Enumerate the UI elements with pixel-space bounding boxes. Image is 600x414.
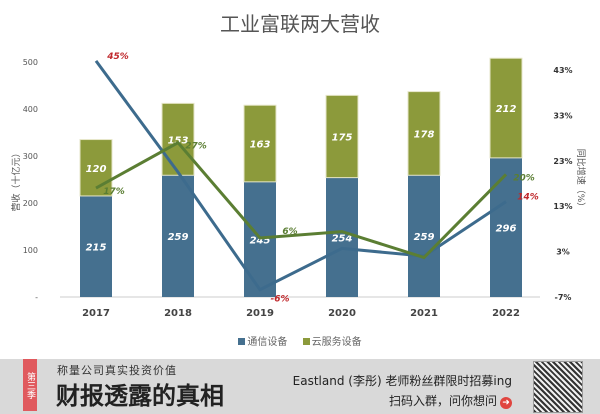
qr-code-image	[533, 361, 583, 413]
bar-value-label: 259	[168, 232, 189, 243]
legend-label: 通信设备	[247, 337, 288, 348]
left-tick-label: -	[35, 293, 38, 302]
banner-headline: 财报透露的真相	[56, 381, 224, 410]
x-tick-label: 2020	[328, 308, 356, 319]
bar-telecom	[326, 177, 358, 297]
promo-banner[interactable]: 第三季 称量公司真实投资价值 财报透露的真相 Eastland (李彤) 老师粉…	[0, 359, 600, 414]
x-tick-label: 2017	[82, 308, 110, 319]
bar-value-label: 153	[168, 135, 189, 146]
bar-cloud	[243, 104, 277, 183]
x-tick-label: 2022	[492, 308, 520, 319]
legend-label: 云服务设备	[311, 337, 362, 348]
bar-value-label: 296	[496, 223, 517, 234]
x-tick-label: 2018	[164, 308, 192, 319]
growth-label: 17%	[103, 187, 125, 197]
promo-text: Eastland (李彤) 老师粉丝群限时招募ing	[292, 374, 512, 388]
cta-text[interactable]: 扫码入群，问你想问 ➜	[389, 392, 512, 409]
bar-cloud	[407, 91, 441, 176]
growth-label: 14%	[517, 193, 539, 203]
bar-value-label: 254	[332, 233, 353, 244]
growth-line-cloud	[95, 140, 508, 260]
cta-label: 扫码入群，问你想问	[388, 394, 497, 408]
left-tick-label: 200	[23, 199, 38, 208]
growth-label: 6%	[282, 227, 297, 237]
growth-label: 20%	[513, 173, 535, 183]
bar-value-label: 120	[86, 164, 107, 175]
right-tick-label: -7%	[555, 293, 572, 302]
bar-cloud	[161, 102, 195, 176]
bar-telecom	[80, 195, 112, 297]
left-axis-title: 营收（十亿元）	[10, 148, 22, 211]
legend: 通信设备 云服务设备	[0, 333, 600, 348]
legend-item-cloud: 云服务设备	[302, 337, 362, 348]
right-tick-label: 13%	[553, 202, 572, 211]
bar-value-label: 175	[332, 132, 353, 143]
chart-title: 工业富联两大营收	[220, 12, 380, 36]
legend-swatch	[302, 338, 310, 345]
bar-cloud	[489, 57, 523, 159]
banner-subtitle: 称量公司真实投资价值	[57, 364, 177, 377]
growth-line-telecom	[94, 60, 507, 292]
right-tick-label: 43%	[553, 66, 572, 75]
bar-telecom	[408, 175, 440, 297]
arrow-right-icon: ➜	[500, 397, 512, 409]
bar-value-label: 245	[250, 235, 271, 246]
bar-value-label: 215	[86, 242, 107, 253]
bar-telecom	[490, 157, 522, 297]
growth-label: -6%	[270, 295, 289, 305]
bar-value-label: 259	[414, 232, 435, 243]
x-tick-label: 2021	[410, 308, 438, 319]
left-tick-label: 400	[23, 105, 38, 114]
growth-label: 45%	[106, 52, 129, 62]
chart-plot: - 100 200 300 400 500 -7% 3% 13% 23% 33% 43% 营收（十亿元）…	[10, 52, 587, 319]
bar-value-label: 178	[414, 129, 435, 140]
bar-telecom	[162, 175, 194, 297]
left-tick-label: 500	[23, 58, 38, 67]
growth-label: 27%	[185, 142, 207, 152]
season-ribbon: 第三季	[23, 359, 37, 411]
bar-cloud	[325, 94, 359, 179]
right-tick-label: 3%	[556, 248, 570, 257]
right-axis-title: 同比增速（%）	[575, 149, 587, 212]
bar-value-label: 212	[496, 104, 517, 115]
left-tick-label: 300	[23, 152, 38, 161]
right-tick-label: 33%	[553, 111, 572, 120]
left-tick-label: 100	[23, 246, 38, 255]
x-tick-label: 2019	[246, 308, 274, 319]
right-tick-label: 23%	[553, 157, 572, 166]
legend-item-telecom: 通信设备	[238, 337, 287, 348]
bar-value-label: 163	[250, 140, 271, 151]
legend-swatch	[238, 338, 246, 345]
